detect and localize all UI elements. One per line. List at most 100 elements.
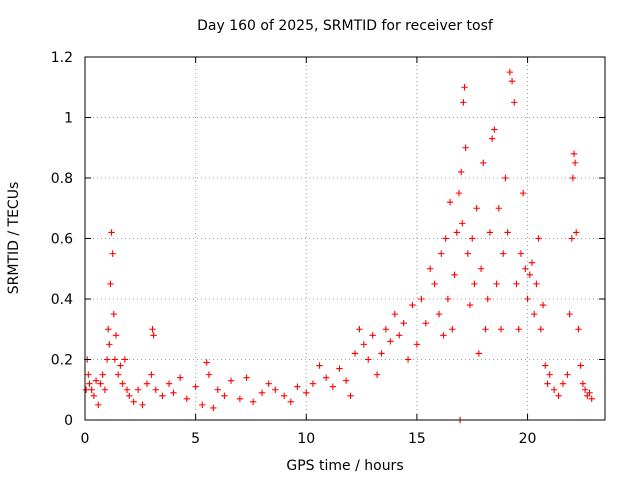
data-point	[199, 401, 206, 409]
data-point	[95, 401, 102, 409]
data-point	[573, 229, 580, 236]
data-point	[477, 265, 485, 272]
data-point	[387, 338, 394, 345]
data-point	[431, 280, 438, 288]
data-point	[435, 310, 443, 318]
data-point	[588, 395, 595, 403]
data-point	[110, 310, 117, 318]
data-point	[460, 99, 467, 106]
data-point	[322, 374, 330, 381]
data-point	[471, 280, 478, 288]
data-point	[176, 374, 184, 381]
data-point	[86, 380, 93, 387]
data-point	[462, 144, 469, 151]
data-point	[438, 250, 445, 257]
data-point	[422, 320, 429, 327]
data-point	[486, 229, 494, 236]
data-point	[581, 386, 589, 393]
data-point	[491, 126, 498, 133]
data-point	[453, 229, 460, 236]
data-point	[418, 295, 425, 303]
data-point	[329, 383, 337, 390]
data-point	[571, 159, 579, 167]
data-point	[533, 280, 540, 288]
data-point	[513, 280, 520, 288]
data-point	[107, 280, 114, 288]
data-point	[351, 350, 359, 357]
data-point	[336, 365, 343, 372]
data-point	[365, 356, 372, 363]
data-point	[511, 99, 518, 106]
data-point	[88, 386, 95, 393]
grid	[85, 57, 605, 420]
y-tick-label: 1	[64, 111, 73, 127]
data-point	[515, 326, 522, 333]
data-point	[134, 386, 142, 393]
data-point	[108, 229, 115, 236]
data-point	[396, 332, 403, 339]
data-point	[143, 380, 151, 387]
data-point	[493, 280, 500, 288]
data-point	[568, 235, 576, 242]
x-tick-label: 15	[408, 431, 426, 447]
data-point	[203, 359, 210, 366]
y-axis-label: SRMTID / TECUs	[6, 182, 22, 295]
y-tick-label: 0.2	[51, 353, 73, 369]
data-point	[369, 332, 376, 339]
data-point	[484, 295, 491, 303]
y-tick-label: 0	[64, 413, 73, 429]
data-point	[192, 383, 199, 390]
data-point	[99, 371, 106, 378]
data-point	[101, 386, 109, 393]
data-point	[535, 235, 542, 242]
data-point	[221, 392, 228, 399]
data-point	[382, 326, 390, 333]
data-point	[183, 395, 190, 403]
data-point	[103, 356, 111, 363]
data-point	[528, 259, 536, 266]
data-point	[214, 386, 221, 393]
data-point	[205, 371, 213, 378]
data-point	[546, 371, 553, 378]
data-point	[119, 380, 126, 387]
data-point	[159, 392, 166, 399]
data-point	[126, 392, 133, 399]
data-point	[303, 389, 310, 396]
chart-title: Day 160 of 2025, SRMTID for receiver tos…	[197, 18, 494, 34]
data-point	[109, 250, 116, 257]
data-point	[210, 404, 217, 412]
data-point	[92, 377, 100, 384]
data-point	[112, 332, 120, 339]
data-point	[544, 380, 551, 387]
data-point	[243, 374, 250, 381]
data-point	[559, 380, 567, 387]
data-point	[530, 310, 538, 318]
data-point	[586, 389, 593, 396]
data-point	[148, 371, 155, 378]
data-point	[105, 326, 112, 333]
data-point	[446, 199, 454, 206]
data-point	[504, 229, 511, 236]
data-point	[497, 326, 505, 333]
data-point	[542, 362, 549, 369]
data-point	[360, 341, 368, 348]
data-point	[121, 356, 129, 363]
data-point	[537, 326, 545, 333]
data-point	[404, 356, 412, 363]
data-point	[508, 78, 516, 85]
data-point	[373, 371, 381, 378]
x-tick-label: 20	[519, 431, 537, 447]
data-point	[114, 371, 122, 378]
x-tick-label: 5	[191, 431, 200, 447]
data-point	[111, 356, 119, 363]
data-point	[258, 389, 266, 396]
data-point	[123, 386, 131, 393]
data-point	[440, 332, 447, 339]
data-point	[272, 386, 279, 393]
data-point	[444, 295, 452, 303]
data-point	[139, 401, 146, 409]
data-point	[426, 265, 434, 272]
data-point	[152, 386, 160, 393]
data-point	[455, 189, 463, 197]
data-point	[391, 310, 398, 318]
